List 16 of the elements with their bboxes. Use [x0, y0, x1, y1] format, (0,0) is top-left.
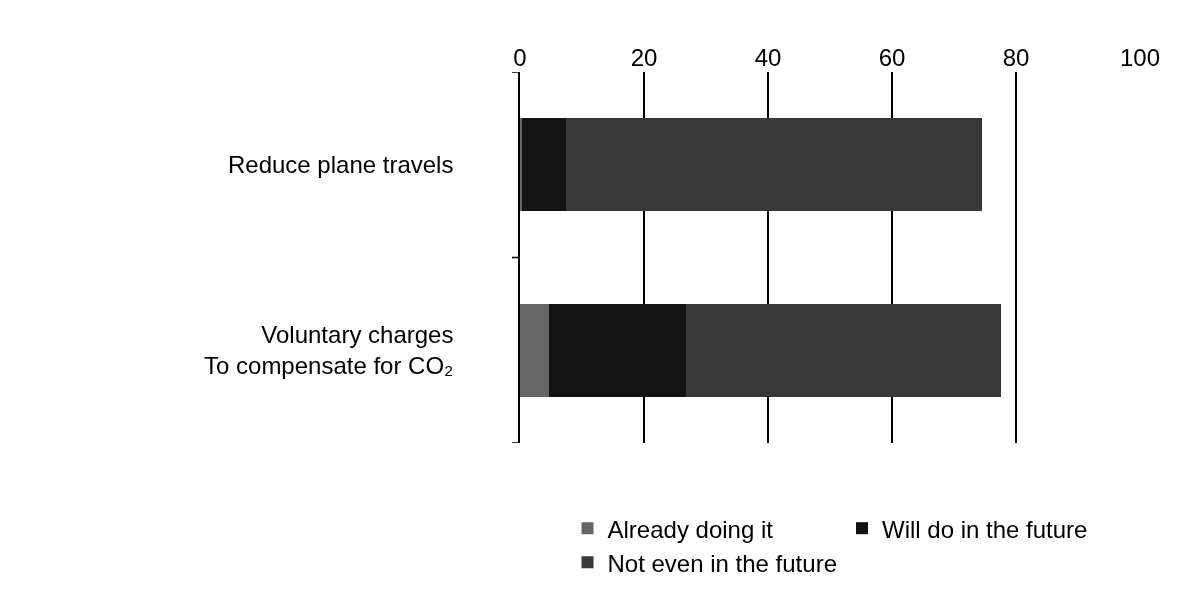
x-tick-label: 0 — [513, 44, 527, 72]
x-tick-label: 60 — [878, 44, 906, 72]
bar — [686, 303, 1002, 397]
y-tick-label: Reduce plane travels — [227, 151, 454, 179]
legend-label: Not even in the future — [607, 549, 837, 577]
x-tick-label: 20 — [630, 44, 658, 72]
bar — [521, 118, 566, 212]
bar — [565, 118, 982, 212]
y-tick-label: Voluntary charges To compensate for CO₂ — [204, 321, 454, 380]
x-tick-label: 80 — [1002, 44, 1030, 72]
x-tick-label: 40 — [754, 44, 782, 72]
bar — [520, 303, 550, 397]
legend-label: Already doing it — [607, 515, 774, 543]
bar — [549, 303, 687, 397]
legend-label: Will do in the future — [881, 515, 1088, 543]
x-tick-label: 100 — [1119, 44, 1161, 72]
